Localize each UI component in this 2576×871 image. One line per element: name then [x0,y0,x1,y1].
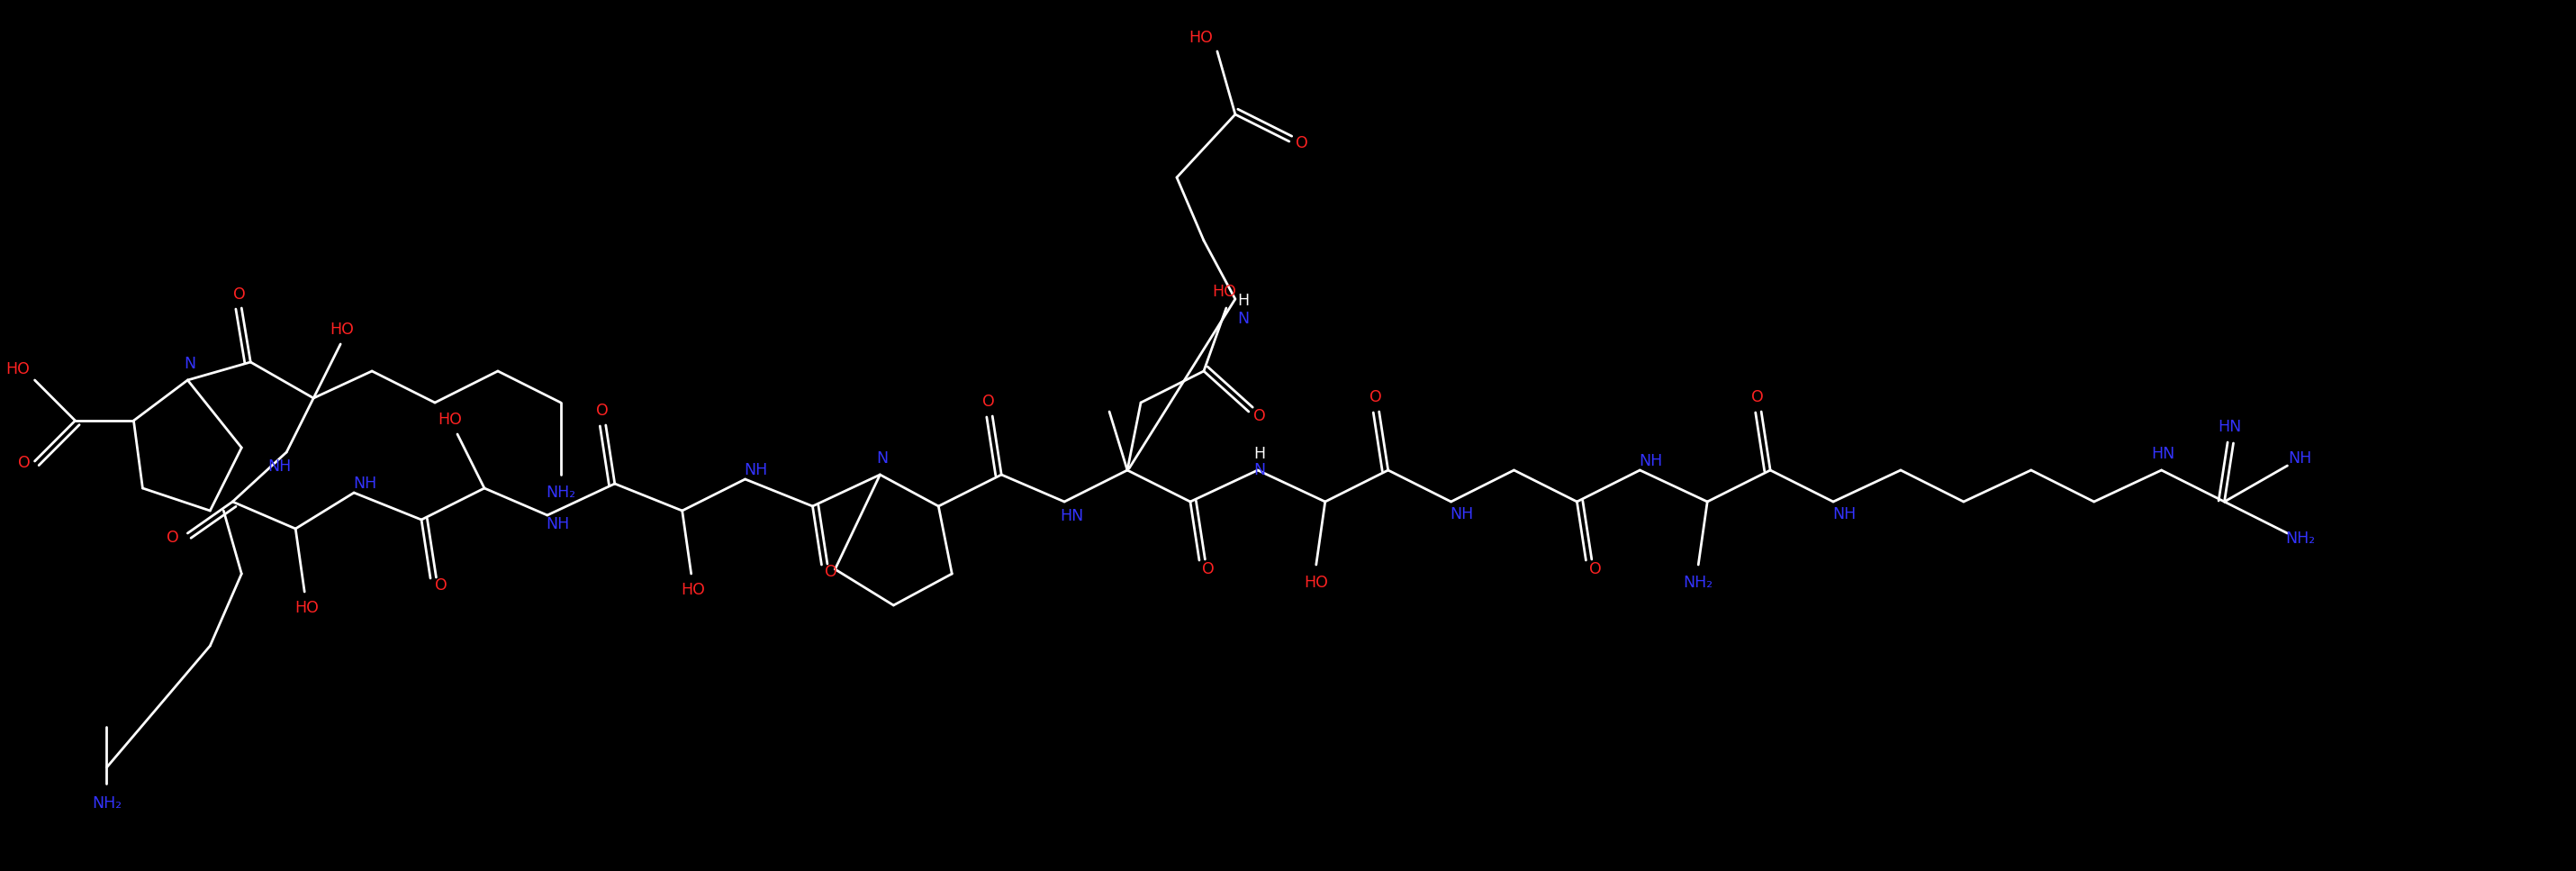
Text: NH: NH [1450,506,1473,523]
Text: NH: NH [1832,506,1855,523]
Text: HN: HN [2218,419,2241,435]
Text: O: O [435,577,448,593]
Text: O: O [234,287,245,302]
Text: O: O [824,564,837,580]
Text: O: O [1203,561,1213,577]
Text: HN: HN [1059,508,1084,524]
Text: H: H [1236,293,1249,309]
Text: NH: NH [268,458,291,475]
Text: N: N [876,450,889,467]
Text: HO: HO [1213,284,1236,300]
Text: O: O [981,394,994,410]
Text: NH: NH [2287,450,2311,467]
Text: NH₂: NH₂ [93,795,121,812]
Text: O: O [1589,561,1602,577]
Text: NH: NH [353,476,376,492]
Text: N: N [1255,463,1265,478]
Text: O: O [167,530,178,546]
Text: O: O [1370,389,1381,405]
Text: HO: HO [1188,30,1213,46]
Text: HN: HN [2151,446,2174,463]
Text: H: H [1255,446,1265,463]
Text: O: O [1296,135,1309,152]
Text: HO: HO [5,361,31,377]
Text: HO: HO [438,412,461,428]
Text: NH₂: NH₂ [2285,530,2316,547]
Text: HO: HO [330,321,355,338]
Text: O: O [1752,389,1765,405]
Text: HO: HO [1303,575,1329,591]
Text: NH₂: NH₂ [1685,575,1713,591]
Text: N: N [1236,311,1249,327]
Text: NH: NH [546,517,569,532]
Text: NH: NH [744,463,768,478]
Text: NH: NH [1638,453,1662,469]
Text: NH₂: NH₂ [546,484,574,501]
Text: N: N [183,355,196,372]
Text: O: O [1255,408,1265,424]
Text: HO: HO [680,582,706,598]
Text: O: O [595,402,608,419]
Text: O: O [18,455,31,471]
Text: HO: HO [294,600,319,616]
